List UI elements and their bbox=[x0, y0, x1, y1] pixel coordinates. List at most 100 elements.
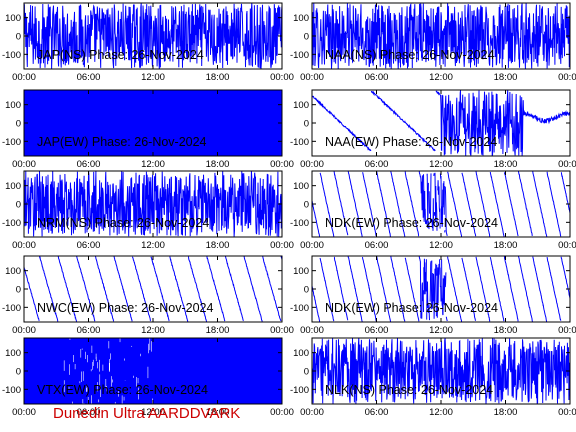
phase-trace-fill bbox=[24, 338, 282, 404]
y-tick-label: -100 bbox=[2, 218, 21, 229]
x-tick-label: 00:00 bbox=[558, 325, 576, 336]
phase-trace bbox=[24, 338, 282, 404]
phase-line bbox=[262, 256, 282, 322]
phase-line bbox=[333, 256, 349, 321]
y-tick-label: 100 bbox=[5, 181, 21, 192]
y-tick-label: 100 bbox=[293, 266, 309, 277]
y-tick-label: -100 bbox=[2, 303, 21, 314]
phase-line bbox=[546, 257, 562, 321]
panel-title: NDK(EW) Phase: 26-Nov-2024 bbox=[325, 301, 498, 315]
x-tick-label: 00:00 bbox=[558, 240, 576, 251]
phase-line bbox=[423, 174, 426, 224]
phase-line bbox=[423, 258, 427, 295]
x-tick-label: 18:00 bbox=[494, 325, 518, 336]
y-tick-label: 100 bbox=[5, 100, 21, 111]
x-tick-label: 00:00 bbox=[558, 159, 576, 170]
phase-line bbox=[312, 3, 570, 69]
x-tick-label: 12:00 bbox=[141, 159, 165, 170]
phase-line bbox=[435, 90, 570, 156]
phase-line bbox=[390, 171, 406, 237]
phase-line bbox=[546, 171, 562, 237]
panel-title: NLK(NS) Phase: 26-Nov-2024 bbox=[325, 383, 493, 397]
x-tick-label: 06:00 bbox=[77, 325, 101, 336]
y-tick-label: 0 bbox=[304, 32, 309, 43]
phase-line bbox=[421, 282, 424, 319]
phase-line bbox=[461, 257, 477, 322]
x-tick-label: 12:00 bbox=[141, 240, 165, 251]
phase-line bbox=[362, 257, 377, 322]
x-tick-label: 12:00 bbox=[429, 159, 453, 170]
phase-line bbox=[319, 172, 335, 237]
phase-line bbox=[428, 191, 431, 214]
y-tick-label: 0 bbox=[304, 119, 309, 130]
y-tick-label: 100 bbox=[5, 266, 21, 277]
phase-line bbox=[131, 256, 151, 322]
phase-line bbox=[418, 171, 424, 218]
x-tick-label: 06:00 bbox=[77, 159, 101, 170]
x-tick-label: 12:00 bbox=[141, 72, 165, 83]
x-tick-label: 00:00 bbox=[270, 407, 294, 418]
x-tick-label: 00:00 bbox=[300, 407, 324, 418]
phase-line bbox=[517, 171, 533, 237]
x-tick-label: 12:00 bbox=[429, 72, 453, 83]
y-tick-label: 0 bbox=[16, 200, 21, 211]
phase-line bbox=[426, 280, 429, 320]
x-tick-label: 18:00 bbox=[206, 240, 230, 251]
x-tick-label: 00:00 bbox=[558, 407, 576, 418]
phase-trace bbox=[312, 338, 570, 404]
phase-line bbox=[362, 171, 377, 237]
phase-line bbox=[39, 256, 59, 322]
x-tick-label: 00:00 bbox=[558, 72, 576, 83]
y-tick-label: 0 bbox=[16, 367, 21, 378]
x-tick-label: 00:00 bbox=[270, 72, 294, 83]
x-tick-label: 18:00 bbox=[206, 325, 230, 336]
x-tick-label: 00:00 bbox=[300, 72, 324, 83]
phase-line bbox=[439, 259, 442, 302]
phase-line bbox=[347, 256, 363, 322]
phase-trace bbox=[312, 171, 570, 237]
x-tick-label: 00:00 bbox=[270, 159, 294, 170]
phase-line bbox=[24, 3, 282, 69]
phase-line bbox=[439, 173, 445, 227]
x-tick-label: 00:00 bbox=[12, 325, 36, 336]
phase-line bbox=[437, 180, 441, 229]
y-tick-label: -100 bbox=[290, 303, 309, 314]
x-tick-label: 06:00 bbox=[365, 240, 389, 251]
x-tick-label: 00:00 bbox=[300, 159, 324, 170]
y-tick-label: 0 bbox=[304, 367, 309, 378]
phase-line bbox=[441, 259, 447, 316]
x-tick-label: 06:00 bbox=[365, 159, 389, 170]
phase-line bbox=[312, 338, 570, 404]
x-tick-label: 06:00 bbox=[77, 240, 101, 251]
phase-line bbox=[376, 171, 391, 237]
x-tick-label: 06:00 bbox=[365, 407, 389, 418]
phase-line bbox=[113, 256, 133, 322]
phase-trace bbox=[312, 256, 570, 322]
y-tick-label: 100 bbox=[5, 13, 21, 24]
phase-line bbox=[243, 256, 263, 322]
phase-line bbox=[188, 256, 208, 322]
phase-line bbox=[24, 171, 282, 237]
phase-line bbox=[347, 171, 363, 237]
x-tick-label: 18:00 bbox=[494, 407, 518, 418]
phase-line bbox=[390, 256, 406, 322]
phase-line bbox=[503, 256, 519, 322]
phase-trace bbox=[312, 3, 570, 69]
phase-panel: -100010000:0006:0012:0018:0000:00NDK(EW)… bbox=[290, 255, 576, 336]
x-tick-label: 12:00 bbox=[429, 407, 453, 418]
phase-line bbox=[503, 172, 519, 237]
phase-line bbox=[76, 256, 96, 322]
phase-line bbox=[370, 90, 436, 152]
phase-line bbox=[430, 260, 433, 310]
phase-line bbox=[444, 186, 448, 236]
x-tick-label: 18:00 bbox=[494, 159, 518, 170]
phase-line bbox=[447, 256, 463, 322]
phase-line bbox=[560, 256, 570, 299]
x-tick-label: 06:00 bbox=[77, 72, 101, 83]
x-tick-label: 18:00 bbox=[494, 72, 518, 83]
phase-line bbox=[376, 256, 391, 322]
phase-line bbox=[489, 171, 505, 237]
